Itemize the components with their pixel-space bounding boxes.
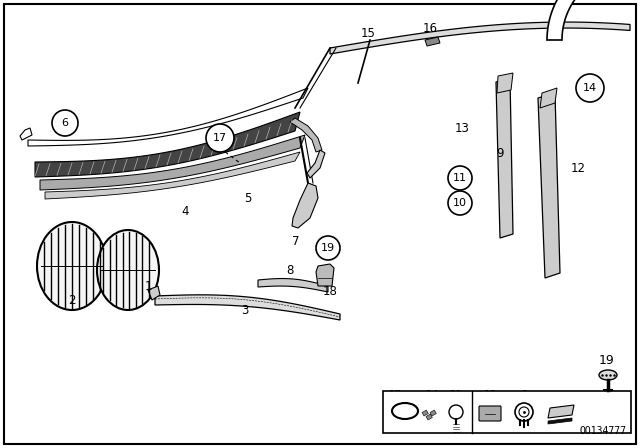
Polygon shape: [547, 0, 628, 40]
Text: 17: 17: [388, 390, 402, 400]
Polygon shape: [40, 135, 305, 190]
Bar: [426, 414, 433, 420]
Circle shape: [52, 110, 78, 136]
Polygon shape: [155, 295, 340, 320]
Polygon shape: [548, 405, 574, 418]
Polygon shape: [258, 279, 328, 292]
Polygon shape: [148, 286, 160, 300]
Polygon shape: [28, 88, 308, 146]
Text: 7: 7: [292, 234, 300, 247]
Bar: [422, 410, 428, 416]
Ellipse shape: [97, 230, 159, 310]
Circle shape: [448, 166, 472, 190]
Text: 3: 3: [241, 303, 249, 316]
Text: 9: 9: [496, 146, 504, 159]
Text: 6: 6: [61, 118, 68, 128]
Polygon shape: [425, 37, 440, 46]
Polygon shape: [20, 128, 32, 140]
Text: 11: 11: [453, 173, 467, 183]
Bar: [430, 410, 436, 416]
Polygon shape: [497, 73, 513, 93]
Polygon shape: [330, 22, 630, 54]
Polygon shape: [35, 112, 300, 177]
Text: 1: 1: [144, 280, 152, 293]
Polygon shape: [540, 88, 557, 108]
Text: 17: 17: [213, 133, 227, 143]
Circle shape: [448, 191, 472, 215]
Circle shape: [206, 124, 234, 152]
Text: 19: 19: [321, 243, 335, 253]
Text: 12: 12: [570, 161, 586, 175]
Polygon shape: [292, 183, 318, 228]
Text: 19: 19: [599, 353, 615, 366]
Text: 4: 4: [181, 204, 189, 217]
Text: 5: 5: [244, 191, 252, 204]
Text: 2: 2: [68, 293, 76, 306]
Text: 10: 10: [453, 198, 467, 208]
Text: 14: 14: [583, 83, 597, 93]
Text: 15: 15: [360, 26, 376, 39]
Text: 18: 18: [323, 284, 337, 297]
Text: 11: 11: [449, 390, 463, 400]
Circle shape: [316, 236, 340, 260]
Polygon shape: [548, 418, 572, 424]
Text: 13: 13: [454, 121, 469, 134]
Bar: [383, 391, 631, 433]
Text: 16: 16: [422, 22, 438, 34]
Text: 10: 10: [483, 390, 497, 400]
FancyBboxPatch shape: [479, 406, 501, 421]
Polygon shape: [316, 264, 334, 286]
Text: 8: 8: [286, 263, 294, 276]
Ellipse shape: [599, 370, 617, 380]
Polygon shape: [538, 93, 560, 278]
Polygon shape: [496, 78, 513, 238]
Polygon shape: [45, 152, 300, 199]
Text: 6: 6: [521, 390, 527, 400]
Polygon shape: [290, 118, 322, 152]
Circle shape: [576, 74, 604, 102]
Polygon shape: [307, 150, 325, 178]
Text: OO134777: OO134777: [579, 426, 626, 436]
Text: 14: 14: [426, 390, 438, 400]
Ellipse shape: [37, 222, 107, 310]
